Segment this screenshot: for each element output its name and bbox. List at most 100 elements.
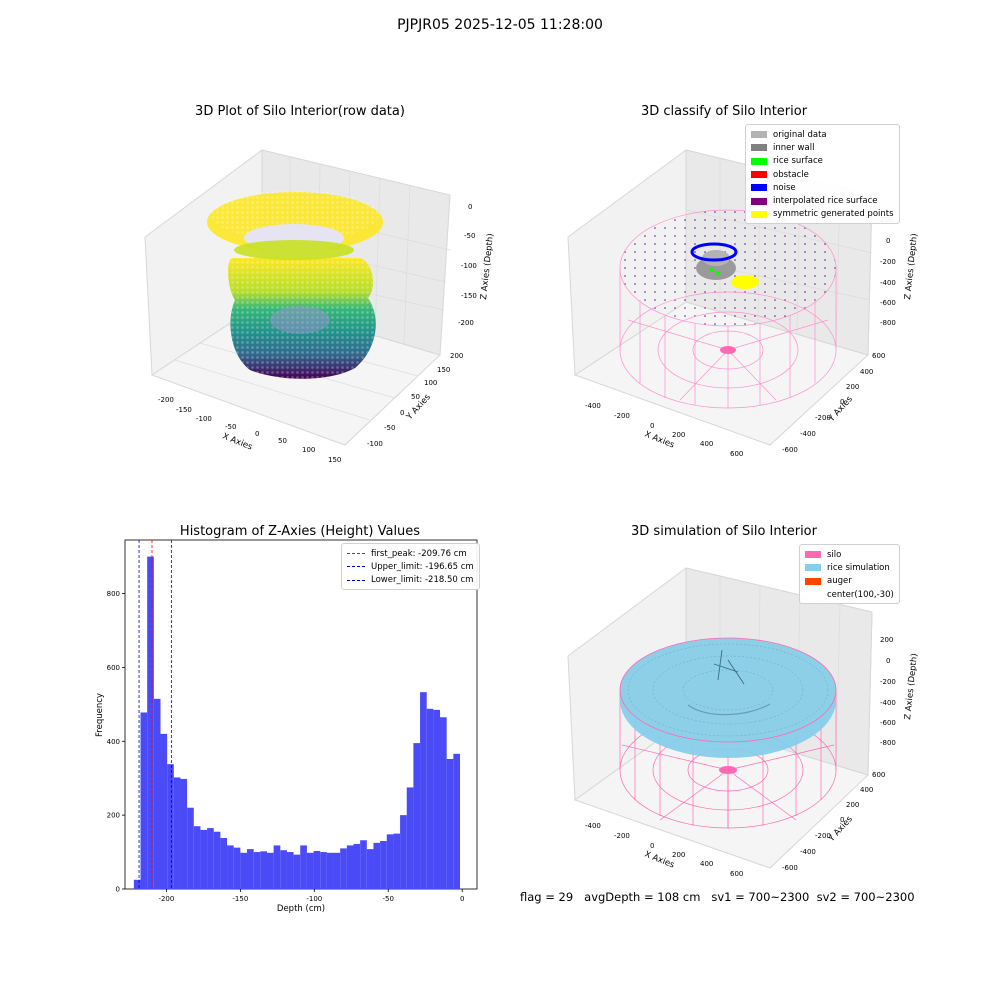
rice-surface-cluster (710, 268, 714, 272)
legend-label: symmetric generated points (773, 209, 894, 220)
y-tick: -200 (815, 832, 831, 840)
legend-label: noise (773, 182, 796, 193)
y-tick: 0 (840, 398, 844, 406)
legend-label: original data (773, 129, 827, 140)
y-tick-label: 0 (116, 886, 120, 894)
legend-swatch (805, 577, 821, 585)
z-tick: -50 (464, 232, 475, 240)
x-tick: 100 (302, 446, 315, 454)
histogram-bar (420, 692, 427, 889)
simulation-legend: silo rice simulation auger center(100,-3… (799, 544, 900, 605)
histogram-legend: first_peak: -209.76 cm Upper_limit: -196… (341, 543, 480, 590)
y-tick: -50 (384, 424, 395, 432)
x-axis-label: Depth (cm) (277, 904, 325, 914)
legend-swatch (751, 171, 767, 179)
histogram-chart: -200 -150 -100 -50 0 0 200 400 600 800 Depth (cm… (95, 539, 478, 914)
z-tick: -200 (458, 319, 474, 327)
inner-floor (270, 306, 330, 334)
z-tick: -200 (880, 258, 896, 266)
legend-item: original data (751, 128, 894, 141)
histogram-bar (426, 708, 434, 889)
histogram-bar (433, 709, 441, 889)
y-tick: 600 (872, 352, 885, 360)
legend-swatch (751, 131, 767, 139)
y-tick: 150 (437, 366, 450, 374)
z-tick: -600 (880, 299, 896, 307)
rim-dots (211, 190, 379, 240)
y-axis-label: Frequency (95, 693, 105, 737)
histogram-bar (340, 848, 347, 889)
legend-label: rice simulation (827, 562, 890, 573)
legend-swatch (805, 551, 821, 559)
histogram-bar (266, 852, 274, 889)
histogram-bar (167, 764, 174, 889)
histogram-bar (200, 829, 208, 889)
z-axis-label: Z Axies (Depth) (479, 233, 496, 300)
legend-label: center(100,-30) (827, 589, 894, 600)
x-tick: -200 (614, 412, 630, 420)
histogram-bar (440, 717, 447, 889)
legend-label: rice surface (773, 156, 823, 167)
y-tick: 600 (872, 771, 885, 779)
histogram-bar (207, 828, 214, 889)
classify-panel-title: 3D classify of Silo Interior (640, 104, 808, 119)
histogram-bar (413, 743, 421, 889)
legend-item: interpolated rice surface (751, 194, 894, 207)
histogram-bar (373, 842, 381, 889)
legend-swatch (751, 197, 767, 205)
flag-value: flag = 29 (520, 890, 574, 904)
histogram-bar (393, 833, 401, 889)
z-tick: 0 (468, 203, 472, 211)
x-tick: -100 (196, 415, 212, 423)
legend-line-swatch (347, 566, 365, 568)
legend-label: inner wall (773, 142, 815, 153)
histogram-bar (320, 852, 327, 889)
y-tick: 200 (846, 383, 859, 391)
y-tick-label: 800 (107, 590, 120, 598)
x-axis-label: X Axies (221, 432, 254, 453)
x-tick: -400 (585, 822, 601, 830)
histogram-bar (306, 852, 314, 889)
x-tick: -400 (585, 402, 601, 410)
histogram-bar (213, 831, 221, 889)
legend-item: silo (805, 548, 894, 561)
x-tick: 600 (730, 870, 743, 878)
legend-label: auger (827, 576, 852, 587)
legend-label: first_peak: -209.76 cm (371, 548, 467, 559)
z-tick: 0 (886, 657, 890, 665)
x-tick: -50 (225, 423, 236, 431)
legend-swatch (751, 210, 767, 218)
legend-item: noise (751, 181, 894, 194)
legend-item: auger (805, 575, 894, 588)
noise-ring (690, 242, 738, 262)
y-tick-label: 200 (107, 812, 120, 820)
histogram-bar (400, 815, 407, 889)
raw-3d-plot: -200 -150 -100 -50 0 50 100 150 -100 -50… (144, 149, 496, 464)
histogram-bar (260, 851, 267, 889)
z-tick: 0 (886, 237, 890, 245)
rim-neck (234, 240, 354, 260)
histogram-bar (446, 759, 454, 889)
legend-item: rice surface (751, 155, 894, 168)
histogram-bar (180, 778, 188, 889)
z-tick: -600 (880, 719, 896, 727)
auger (713, 649, 745, 685)
x-tick: 0 (255, 430, 259, 438)
legend-label: interpolated rice surface (773, 196, 878, 207)
surface-dip (687, 703, 771, 716)
x-tick: -200 (614, 832, 630, 840)
classify-legend: original data inner wall rice surface ob… (745, 124, 900, 225)
z-tick: -400 (880, 699, 896, 707)
histogram-bar (220, 838, 228, 889)
histogram-bar (153, 698, 161, 889)
histogram-bar (366, 849, 374, 889)
legend-line-swatch (347, 579, 365, 581)
y-tick-label: 400 (107, 738, 120, 746)
x-tick: -150 (176, 406, 192, 414)
legend-line-swatch (347, 553, 365, 555)
legend-item: center(100,-30) (805, 588, 894, 601)
histogram-title: Histogram of Z-Axies (Height) Values (179, 524, 421, 539)
histogram-bar (247, 849, 254, 889)
y-tick: 200 (846, 801, 859, 809)
histogram-bar (240, 852, 248, 889)
